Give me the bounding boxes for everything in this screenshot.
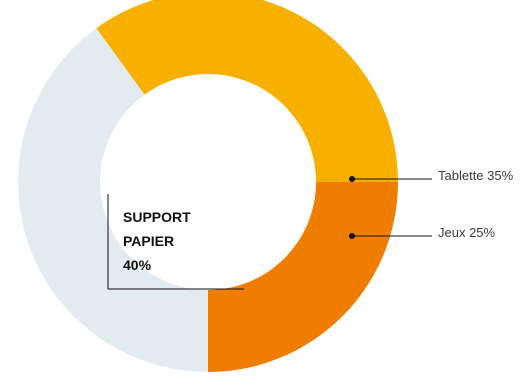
center-label-support-papier: SUPPORT PAPIER 40% — [107, 194, 244, 290]
callout-jeux: Jeux 25% — [349, 225, 496, 240]
callout-label-jeux: Jeux 25% — [438, 225, 496, 240]
donut-slice-1 — [207, 182, 398, 373]
donut-slice-2 — [18, 28, 208, 372]
donut-slice-0 — [96, 0, 398, 183]
center-label-line-3: 40% — [123, 257, 152, 273]
donut-slices — [18, 0, 398, 373]
callout-dot-tablette — [349, 176, 355, 182]
callout-label-tablette: Tablette 35% — [438, 168, 514, 183]
callout-tablette: Tablette 35% — [349, 168, 514, 183]
callout-dot-jeux — [349, 233, 355, 239]
center-label-line-2: PAPIER — [123, 233, 174, 249]
center-label-line-1: SUPPORT — [123, 209, 191, 225]
